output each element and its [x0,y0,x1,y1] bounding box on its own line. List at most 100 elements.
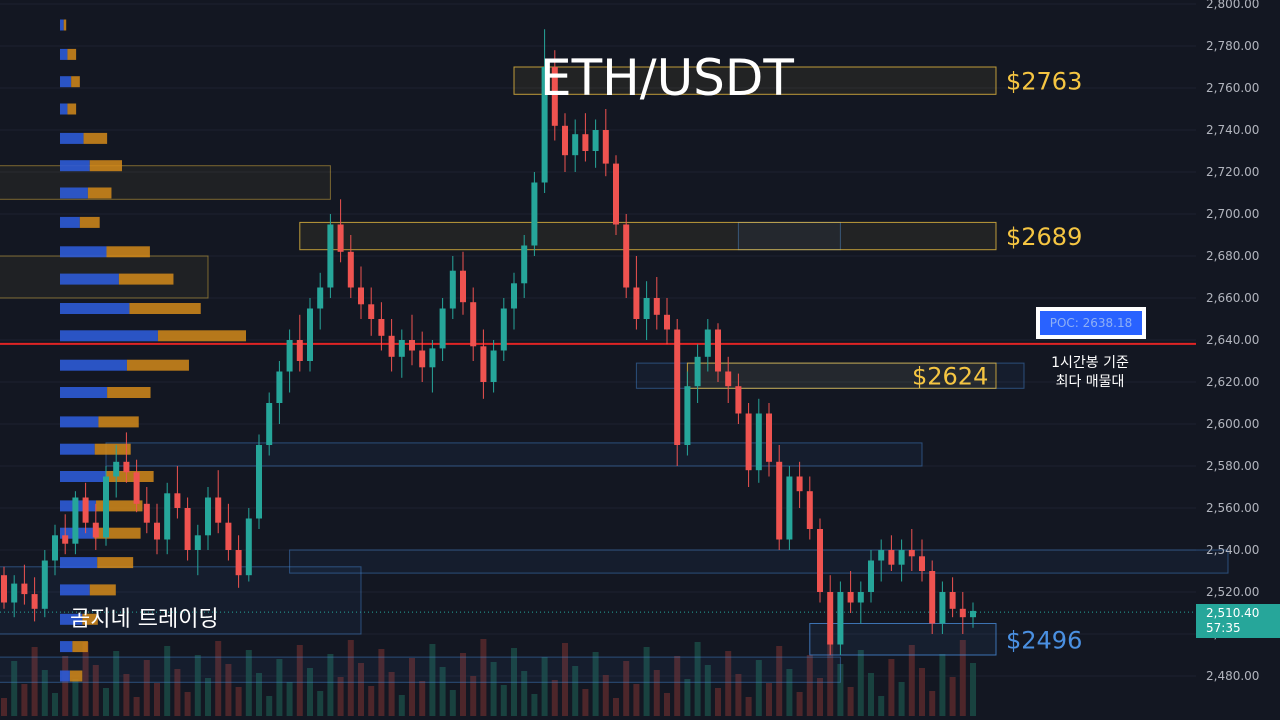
candle-body [929,571,936,624]
volume-profile-buy-bar [60,330,158,342]
price-axis-label: 2,760.00 [1206,81,1259,95]
candle-body [113,461,120,477]
candle-body [500,308,507,351]
volume-bar [337,677,344,716]
volume-profile-sell-bar [106,246,150,258]
price-axis-label: 2,480.00 [1206,669,1259,683]
volume-bar [419,681,426,716]
watermark-text: 곰지네 트레이딩 [70,607,219,632]
candle-body [388,335,395,357]
candle-body [592,130,599,151]
candle-body [521,245,528,284]
candle-body [41,560,48,609]
candle-body [398,340,405,357]
volume-bar [582,689,589,716]
volume-profile-sell-bar [79,216,100,228]
candle-body [337,224,344,252]
candle-body [296,340,303,361]
volume-bar [72,679,79,716]
volume-bar [776,646,783,716]
volume-bar [429,644,436,716]
sr-zone [0,656,841,683]
candle-body [235,550,242,576]
price-axis-label: 2,660.00 [1206,291,1259,305]
volume-bar [235,687,242,716]
candle-body [429,348,436,368]
volume-bar [725,651,732,716]
volume-bar [143,660,150,716]
volume-bar [317,691,324,716]
candle-body [194,535,201,550]
candle-body [11,583,18,603]
volume-profile-buy-bar [60,48,68,60]
volume-bar [245,650,252,716]
poc-note: 1시간봉 기준 최다 매물대 [1028,354,1152,392]
candle-body [439,308,446,349]
volume-profile-sell-bar [95,500,143,512]
volume-bar [735,674,742,716]
candle-body [419,350,426,368]
volume-bar [908,645,915,716]
candle-body [511,283,517,309]
volume-bar [868,673,874,716]
volume-profile-buy-bar [60,19,64,31]
candle-body [378,319,385,336]
volume-bar [837,664,844,716]
candle-body [817,529,823,592]
volume-bar [745,697,752,716]
volume-profile-buy-bar [60,273,119,285]
candle-body [582,134,589,151]
volume-bar [704,665,711,716]
volume-bar [521,671,528,716]
volume-profile-sell-bar [67,48,77,60]
candle-body [959,608,966,618]
price-axis-label: 2,740.00 [1206,123,1259,137]
candle-body [664,314,670,330]
volume-bar [970,663,976,716]
volume-profile-buy-bar [60,584,90,596]
volume-bar [184,692,191,716]
price-axis-label: 2,520.00 [1206,585,1259,599]
candle-body [307,308,313,361]
volume-bar [694,642,701,716]
sr-zone [635,362,1025,389]
volume-bar [266,696,273,716]
volume-profile-buy-bar [60,613,83,625]
volume-profile-buy-bar [60,670,70,682]
volume-profile-buy-bar [60,443,95,455]
volume-profile-buy-bar [60,187,88,199]
volume-profile-sell-bar [107,387,151,398]
volume-bar [31,647,38,716]
price-axis-label: 2,780.00 [1206,39,1259,53]
price-axis-label: 2,720.00 [1206,165,1259,179]
level-zone [299,221,997,251]
candle-body [184,508,191,550]
volume-bar [347,640,354,716]
volume-bar [592,652,599,716]
volume-bar [786,669,793,716]
volume-bar [480,639,487,716]
volume-bar [123,674,130,716]
volume-bar [766,683,772,716]
volume-bar [541,657,548,716]
current-price-tag[interactable]: 2,510.40 57:35 [1196,604,1280,638]
volume-bar [531,694,538,716]
volume-bar [643,647,650,716]
volume-bar [378,649,385,716]
volume-bar [664,693,670,716]
volume-bar [460,653,466,716]
volume-bar [449,690,456,716]
volume-bar [388,672,395,716]
price-axis-label: 2,540.00 [1206,543,1259,557]
volume-bar [949,677,956,716]
candle-body [715,329,721,372]
volume-bar [194,655,201,716]
volume-bar [409,658,415,716]
candle-body [21,583,28,595]
volume-bar [62,656,69,716]
candle-body [164,493,171,540]
candle-body [847,592,854,603]
candle-body [215,497,222,523]
